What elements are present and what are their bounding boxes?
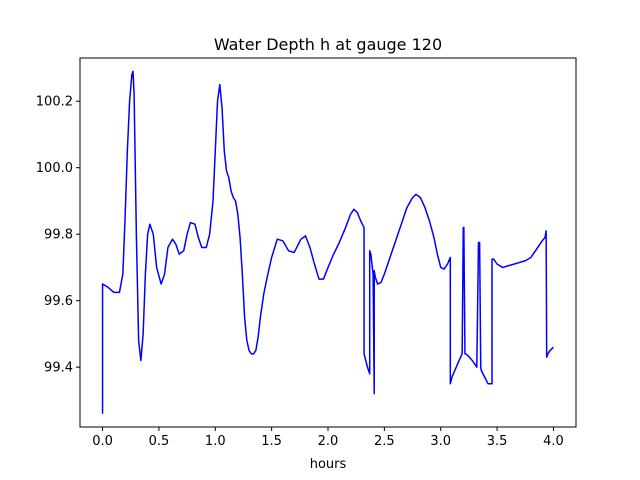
x-tick-label: 4.0 [543,434,564,449]
x-tick-label: 2.0 [318,434,339,449]
x-axis-label: hours [310,457,347,472]
x-tick-label: 0.5 [149,434,170,449]
x-tick-label: 2.5 [374,434,395,449]
y-tick-label: 99.6 [44,294,73,309]
x-tick-label: 1.0 [205,434,226,449]
x-tick-label: 1.5 [261,434,282,449]
y-axis-ticks: 99.4 99.6 99.8 100.0 100.2 [36,95,80,376]
series-line-0 [101,70,554,414]
x-tick-label: 0.0 [92,434,113,449]
x-tick-label: 3.0 [430,434,451,449]
y-tick-label: 99.4 [44,361,73,376]
chart-title: Water Depth h at gauge 120 [214,35,442,54]
y-tick-label: 100.0 [36,161,73,176]
x-axis-ticks: 0.0 0.5 1.0 1.5 2.0 2.5 3.0 3.5 4.0 [92,427,564,449]
y-tick-label: 99.8 [44,228,73,243]
y-tick-label: 100.2 [36,95,73,110]
x-tick-label: 3.5 [487,434,508,449]
